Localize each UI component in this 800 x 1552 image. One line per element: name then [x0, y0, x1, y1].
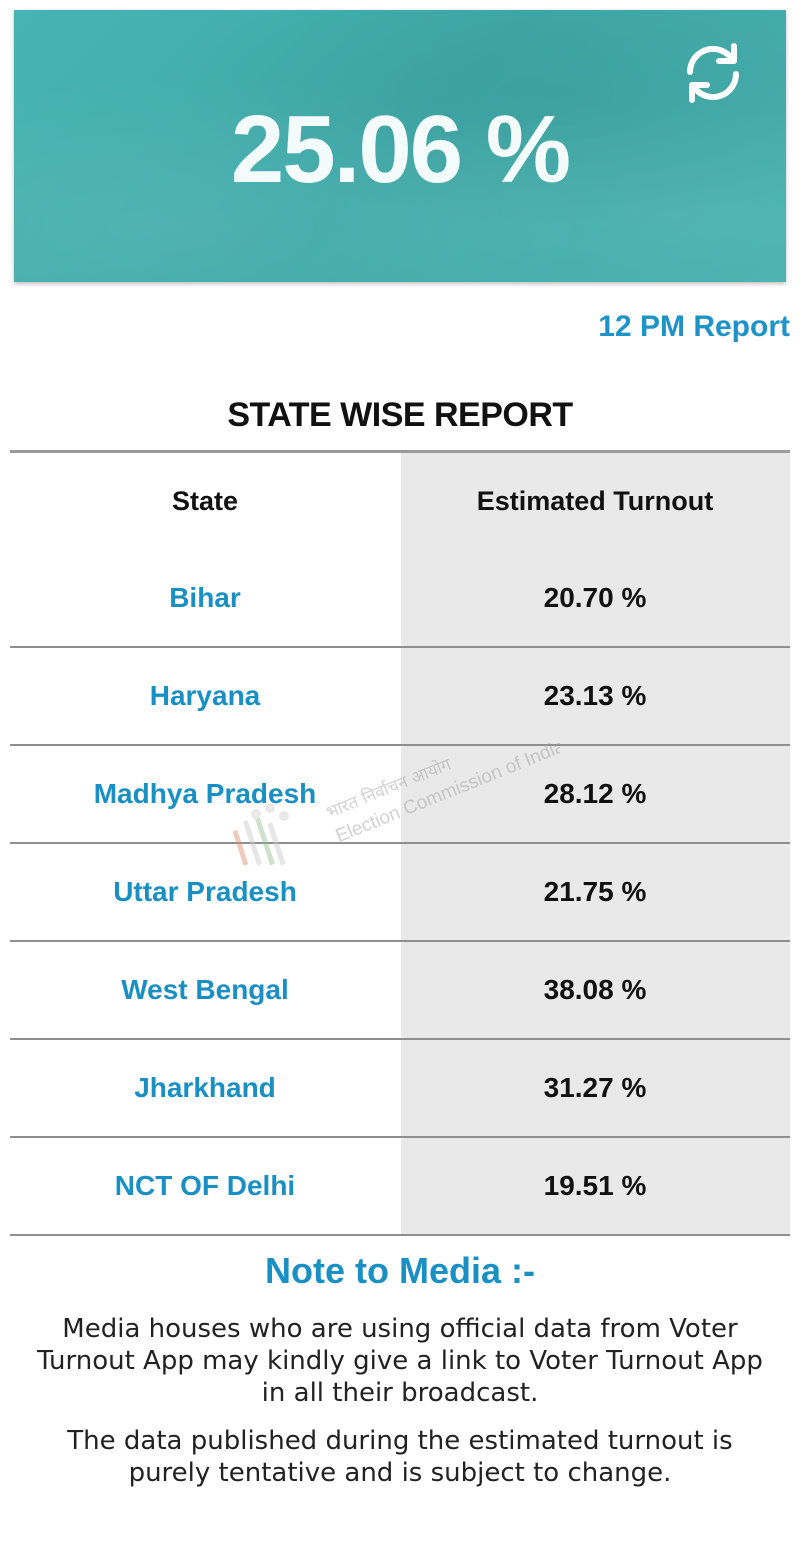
- turnout-banner: 25.06 %: [14, 10, 786, 282]
- state-name[interactable]: Haryana: [149, 680, 261, 711]
- header-estimated-turnout: Estimated Turnout: [476, 486, 714, 516]
- state-name[interactable]: Bihar: [169, 582, 241, 613]
- table-row: Uttar Pradesh 21.75 %: [10, 844, 790, 942]
- state-turnout: 31.27 %: [543, 1072, 647, 1103]
- table-row: West Bengal 38.08 %: [10, 942, 790, 1040]
- table-row: NCT OF Delhi 19.51 %: [10, 1138, 790, 1236]
- state-turnout: 28.12 %: [543, 778, 647, 809]
- overall-turnout-value: 25.06 %: [230, 96, 571, 203]
- turnout-column-shade: [401, 453, 790, 1236]
- header-state: State: [171, 486, 239, 516]
- table-header-row: State Estimated Turnout: [10, 453, 790, 550]
- refresh-icon[interactable]: [676, 36, 750, 110]
- note-paragraph-link: Media houses who are using official data…: [37, 1314, 763, 1408]
- table-row: Jharkhand 31.27 %: [10, 1040, 790, 1138]
- state-turnout: 20.70 %: [543, 582, 647, 613]
- state-name[interactable]: Jharkhand: [134, 1072, 276, 1103]
- note-to-media-title: Note to Media :-: [265, 1250, 535, 1291]
- table-row: Bihar 20.70 %: [10, 550, 790, 648]
- table-row: Madhya Pradesh 28.12 %: [10, 746, 790, 844]
- state-turnout: 19.51 %: [543, 1170, 647, 1201]
- state-turnout-table: State Estimated Turnout Bihar 20.70 % Ha…: [10, 450, 790, 1236]
- note-paragraph-tentative: The data published during the estimated …: [67, 1426, 733, 1488]
- section-title: STATE WISE REPORT: [227, 396, 573, 434]
- state-turnout: 38.08 %: [543, 974, 647, 1005]
- state-name[interactable]: NCT OF Delhi: [114, 1170, 296, 1201]
- state-name[interactable]: Uttar Pradesh: [113, 876, 297, 907]
- state-turnout: 21.75 %: [543, 876, 647, 907]
- report-time-link[interactable]: 12 PM Report: [598, 310, 790, 343]
- state-turnout: 23.13 %: [543, 680, 647, 711]
- table-row: Haryana 23.13 %: [10, 648, 790, 746]
- state-name[interactable]: West Bengal: [121, 974, 289, 1005]
- state-name[interactable]: Madhya Pradesh: [93, 778, 317, 809]
